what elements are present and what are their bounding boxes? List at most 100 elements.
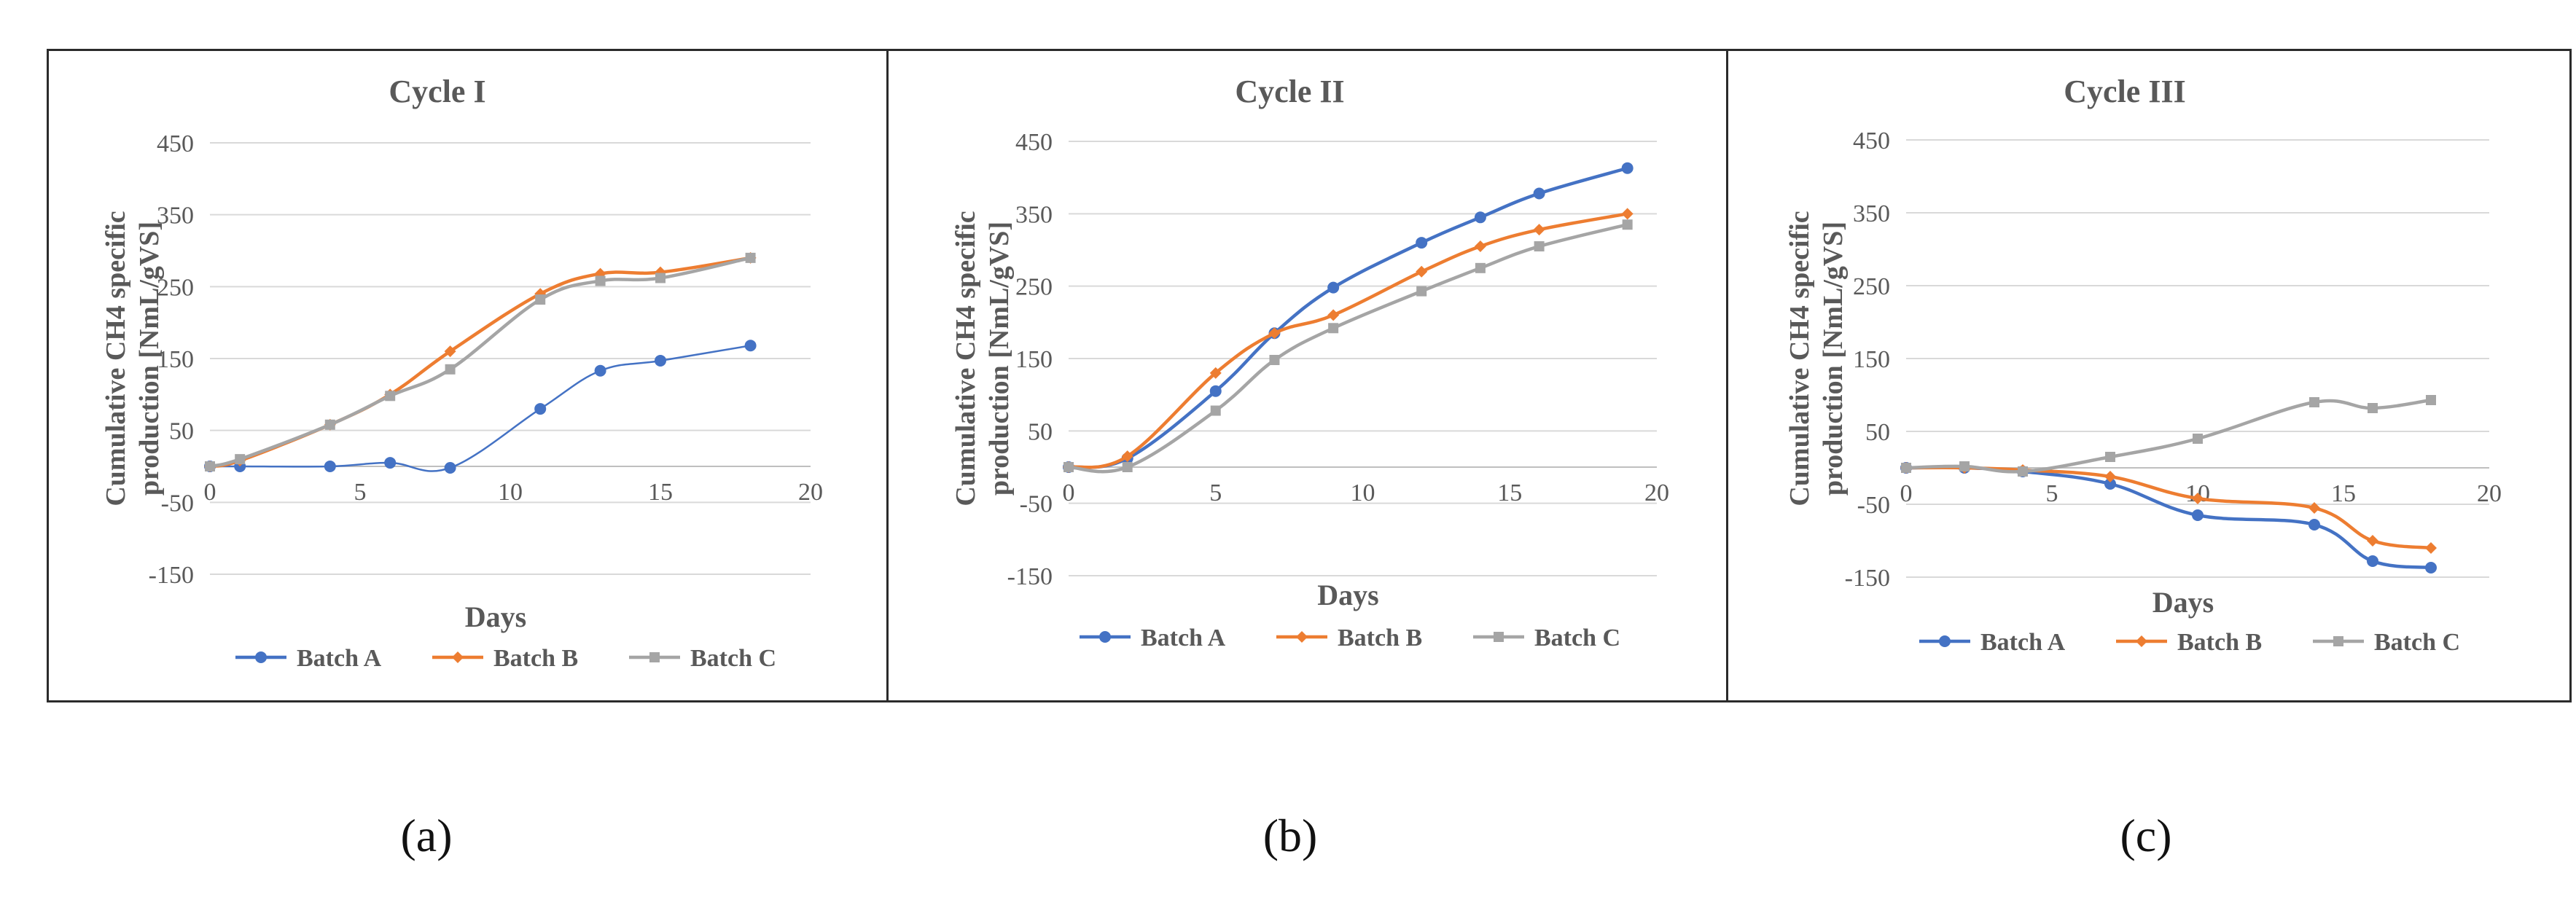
legend-label-batch-c: Batch C bbox=[2374, 629, 2460, 656]
chart-panel-cycle-2: Cycle II -150 -50 50 150 250 350 450 0 5 10 15 20 Cum… bbox=[886, 49, 1732, 702]
data-point-batch-c bbox=[2193, 434, 2203, 444]
y-tick-label: -150 bbox=[1007, 563, 1053, 590]
y-tick-label: -150 bbox=[149, 562, 194, 589]
data-point-batch-c bbox=[655, 273, 666, 283]
x-tick-label: 0 bbox=[1900, 480, 1913, 507]
chart-panel-cycle-1: Cycle I -150 -50 50 150 250 350 450 0 5 10 15 20 Cumu… bbox=[47, 49, 892, 702]
series-batch-a bbox=[1900, 462, 2437, 574]
data-point-batch-c bbox=[1328, 323, 1339, 334]
y-tick-label: 50 bbox=[169, 418, 194, 445]
y-tick-label: 450 bbox=[157, 130, 194, 157]
data-point-batch-c bbox=[1416, 286, 1427, 297]
y-axis-label-line2: production [NmL/gVS] bbox=[984, 222, 1015, 496]
data-point-batch-c bbox=[235, 454, 246, 465]
series-batch-a bbox=[1063, 162, 1634, 473]
data-point-batch-b bbox=[444, 345, 456, 358]
legend-marker-batch-a bbox=[1939, 635, 1951, 647]
legend: Batch A Batch B Batch C bbox=[235, 645, 776, 672]
data-point-batch-c bbox=[2105, 452, 2115, 462]
data-point-batch-b bbox=[1416, 265, 1428, 278]
y-axis-label: Cumulative CH4 specific production [NmL/g… bbox=[101, 211, 165, 506]
panel-label-c: (c) bbox=[2120, 810, 2172, 861]
data-point-batch-a bbox=[2367, 555, 2378, 567]
x-tick-label: 0 bbox=[1063, 479, 1075, 506]
y-tick-label: 250 bbox=[157, 274, 194, 301]
data-point-batch-a bbox=[1209, 385, 1222, 397]
data-point-batch-a bbox=[534, 403, 547, 415]
data-point-batch-c bbox=[2426, 395, 2436, 405]
chart-title: Cycle III bbox=[2064, 74, 2185, 109]
data-point-batch-c bbox=[1475, 262, 1486, 273]
legend-marker-batch-a bbox=[255, 651, 267, 663]
x-axis-label: Days bbox=[465, 600, 526, 633]
data-point-batch-a bbox=[1416, 237, 1428, 249]
data-point-batch-a bbox=[1327, 281, 1340, 294]
x-tick-label: 10 bbox=[1351, 479, 1375, 506]
y-tick-label: -50 bbox=[1857, 492, 1890, 519]
data-point-batch-b bbox=[2192, 493, 2204, 504]
data-point-batch-b bbox=[1209, 367, 1222, 379]
data-point-batch-c bbox=[1534, 241, 1545, 252]
data-point-batch-c bbox=[445, 364, 456, 375]
series-line-batch-b bbox=[1068, 212, 1628, 469]
y-axis-label-line2: production [NmL/gVS] bbox=[134, 222, 165, 496]
data-point-batch-c bbox=[1269, 354, 1280, 365]
series-batch-c bbox=[1901, 395, 2436, 477]
y-tick-label: -50 bbox=[1020, 491, 1053, 518]
y-tick-label: 150 bbox=[157, 346, 194, 373]
data-point-batch-a bbox=[1621, 162, 1634, 174]
x-axis-label: Days bbox=[2152, 586, 2214, 619]
data-point-batch-c bbox=[385, 391, 396, 402]
y-tick-label: 250 bbox=[1015, 274, 1053, 301]
data-point-batch-a bbox=[2104, 478, 2116, 490]
series-batch-b bbox=[1063, 208, 1634, 473]
series-batch-b bbox=[204, 251, 757, 472]
data-point-batch-c bbox=[205, 461, 215, 471]
legend-marker-batch-b bbox=[452, 651, 464, 663]
x-tick-label: 15 bbox=[648, 479, 673, 506]
data-point-batch-b bbox=[1621, 208, 1634, 220]
legend: Batch A Batch B Batch C bbox=[1919, 629, 2460, 656]
data-point-batch-c bbox=[1622, 219, 1633, 230]
y-axis-label-line1: Cumulative CH4 specific bbox=[951, 211, 981, 506]
panel-label-a: (a) bbox=[400, 810, 453, 861]
data-point-batch-a bbox=[444, 461, 456, 474]
x-tick-label: 15 bbox=[2331, 480, 2356, 507]
y-axis-label-line1: Cumulative CH4 specific bbox=[101, 211, 131, 506]
data-point-batch-b bbox=[1327, 309, 1340, 321]
x-tick-label: 5 bbox=[354, 479, 367, 506]
data-point-batch-c bbox=[1063, 462, 1074, 472]
x-tick-label: 20 bbox=[2477, 480, 2502, 507]
data-point-batch-a bbox=[744, 340, 757, 352]
data-point-batch-b bbox=[1533, 224, 1545, 236]
data-point-batch-c bbox=[535, 294, 546, 305]
data-point-batch-c bbox=[1959, 461, 1970, 471]
y-tick-label: 50 bbox=[1865, 419, 1890, 446]
x-tick-label: 5 bbox=[2046, 480, 2058, 507]
y-tick-label: 150 bbox=[1853, 346, 1890, 373]
chart-panel-cycle-3: Cycle III-150-505015025035045005101520Cu… bbox=[1726, 49, 2572, 702]
chart-title: Cycle II bbox=[1235, 74, 1344, 109]
legend-label-batch-c: Batch C bbox=[1534, 625, 1620, 651]
x-tick-label: 15 bbox=[1497, 479, 1522, 506]
series-line-batch-c bbox=[1905, 398, 2432, 474]
y-tick-label: 250 bbox=[1853, 273, 1890, 300]
series-line-batch-b bbox=[209, 256, 751, 469]
data-point-batch-b bbox=[1268, 327, 1281, 340]
legend-marker-batch-c bbox=[2333, 636, 2343, 646]
data-point-batch-b bbox=[2308, 502, 2320, 514]
data-point-batch-a bbox=[2192, 509, 2204, 521]
x-tick-label: 0 bbox=[204, 479, 216, 506]
data-point-batch-c bbox=[745, 252, 756, 263]
data-point-batch-c bbox=[2309, 397, 2319, 407]
data-point-batch-b bbox=[1474, 240, 1486, 253]
y-tick-label: 450 bbox=[1853, 128, 1890, 154]
chart-cycle-1: Cycle I -150 -50 50 150 250 350 450 0 5 10 15 20 Cumu… bbox=[101, 74, 823, 672]
legend-label-batch-a: Batch A bbox=[1141, 625, 1226, 651]
y-tick-label: 350 bbox=[1853, 200, 1890, 227]
data-point-batch-a bbox=[324, 461, 336, 472]
legend-label-batch-c: Batch C bbox=[690, 645, 776, 672]
series-batch-c bbox=[205, 252, 756, 471]
y-axis-label: Cumulative CH4 specific production [NmL/g… bbox=[951, 211, 1015, 506]
data-point-batch-c bbox=[595, 275, 606, 286]
